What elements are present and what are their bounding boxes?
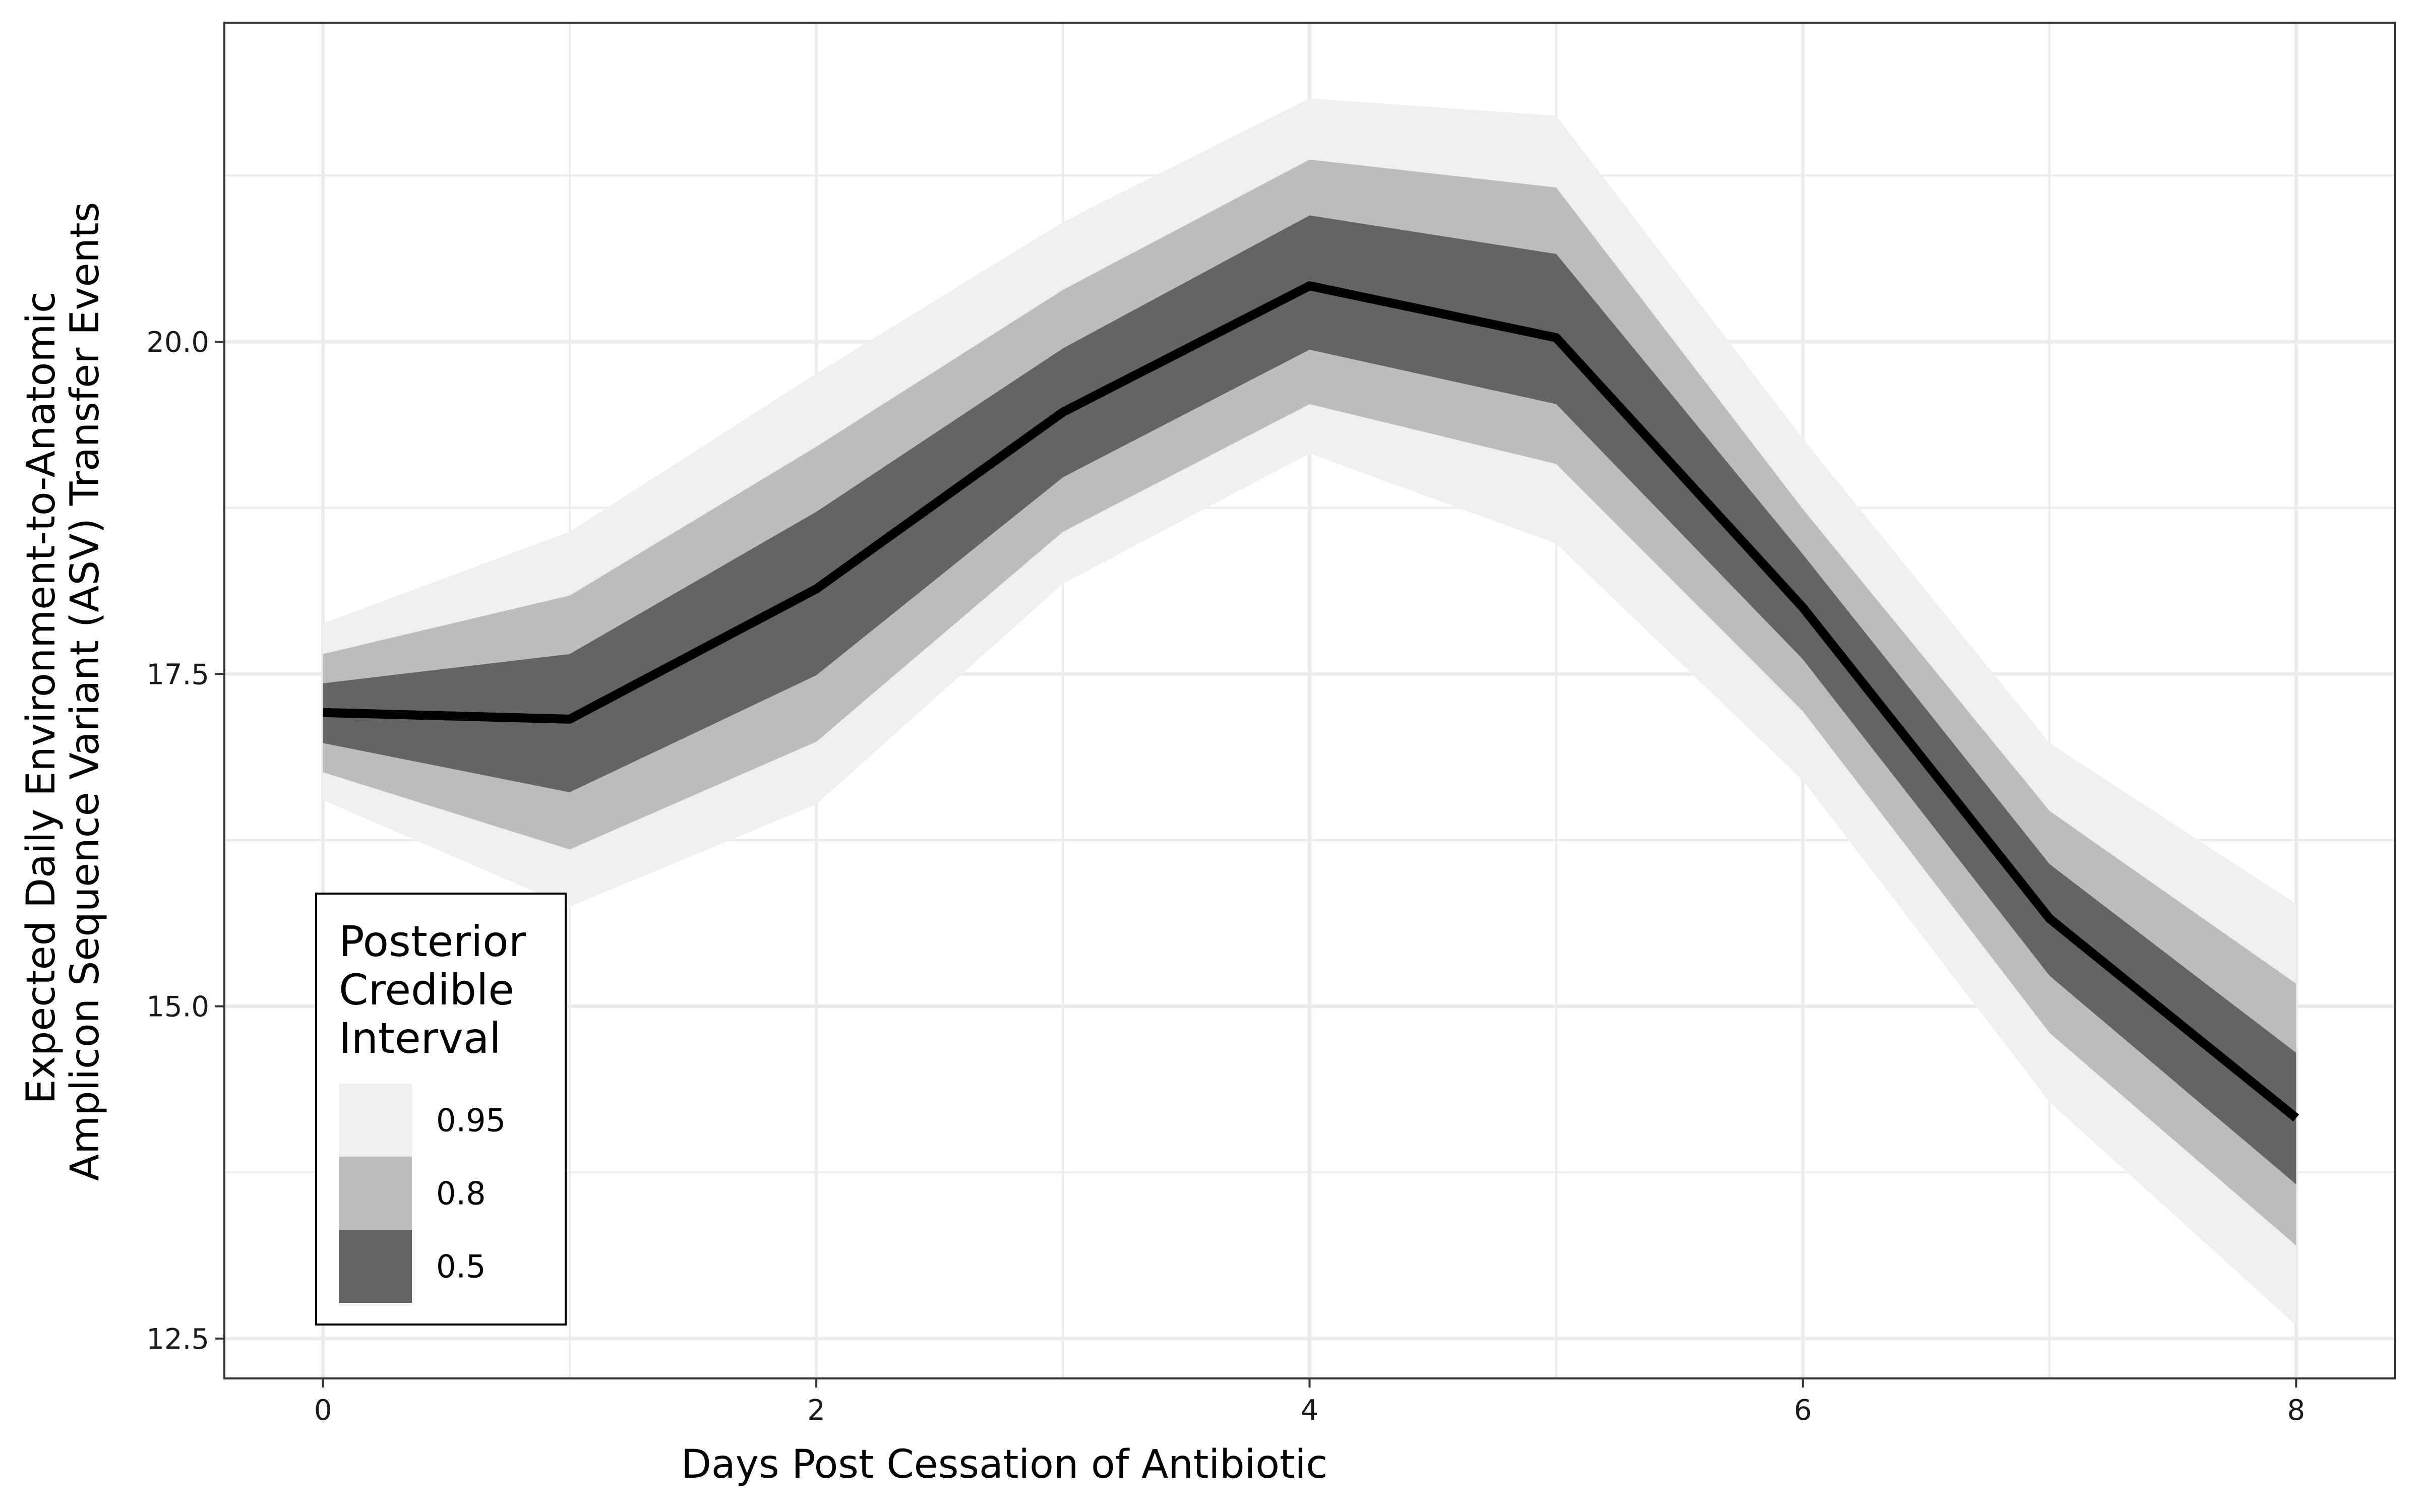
legend-label-0-5: 0.5 xyxy=(436,1248,486,1285)
legend-title-line-2: Credible xyxy=(339,965,514,1015)
legend-title-line-1: Posterior xyxy=(339,917,526,966)
x-tick-label: 4 xyxy=(1301,1394,1319,1427)
legend-label-0-8: 0.8 xyxy=(436,1175,486,1212)
y-tick-label: 17.5 xyxy=(146,658,209,691)
legend-key-0-8 xyxy=(339,1157,412,1230)
y-axis-ticks: 12.5 15.0 17.5 20.0 xyxy=(146,326,224,1356)
legend-items: 0.95 0.8 0.5 xyxy=(339,1084,506,1303)
credible-interval-bands xyxy=(323,98,2296,1326)
band-0-95 xyxy=(323,98,2296,1326)
legend-key-0-5 xyxy=(339,1230,412,1303)
plot-panel xyxy=(223,22,2396,1379)
y-axis-title-line-2: Amplicon Sequence Variant (ASV) Transfer… xyxy=(63,202,108,1181)
median-line xyxy=(323,281,2299,1122)
y-tick-label: 20.0 xyxy=(146,326,209,359)
y-axis-title-line-1: Expected Daily Environment-to-Anatomic xyxy=(19,291,64,1104)
x-tick-label: 8 xyxy=(2287,1394,2305,1427)
x-tick-label: 6 xyxy=(1794,1394,1812,1427)
legend-title-line-3: Interval xyxy=(339,1014,501,1063)
y-tick-label: 12.5 xyxy=(146,1323,209,1356)
x-tick-label: 2 xyxy=(807,1394,825,1427)
x-axis-ticks: 0 2 4 6 8 xyxy=(314,1378,2305,1427)
y-axis-title: Expected Daily Environment-to-Anatomic A… xyxy=(19,202,108,1181)
legend: Posterior Credible Interval 0.95 0.8 0.5 xyxy=(315,893,567,1326)
legend-title: Posterior Credible Interval xyxy=(339,917,539,1063)
legend-label-0-95: 0.95 xyxy=(436,1102,506,1139)
band-0-5 xyxy=(323,215,2296,1184)
legend-key-0-95 xyxy=(339,1084,412,1157)
y-tick-label: 15.0 xyxy=(146,991,209,1024)
x-axis-title: Days Post Cessation of Antibiotic xyxy=(681,1442,1327,1487)
x-tick-label: 0 xyxy=(314,1394,332,1427)
